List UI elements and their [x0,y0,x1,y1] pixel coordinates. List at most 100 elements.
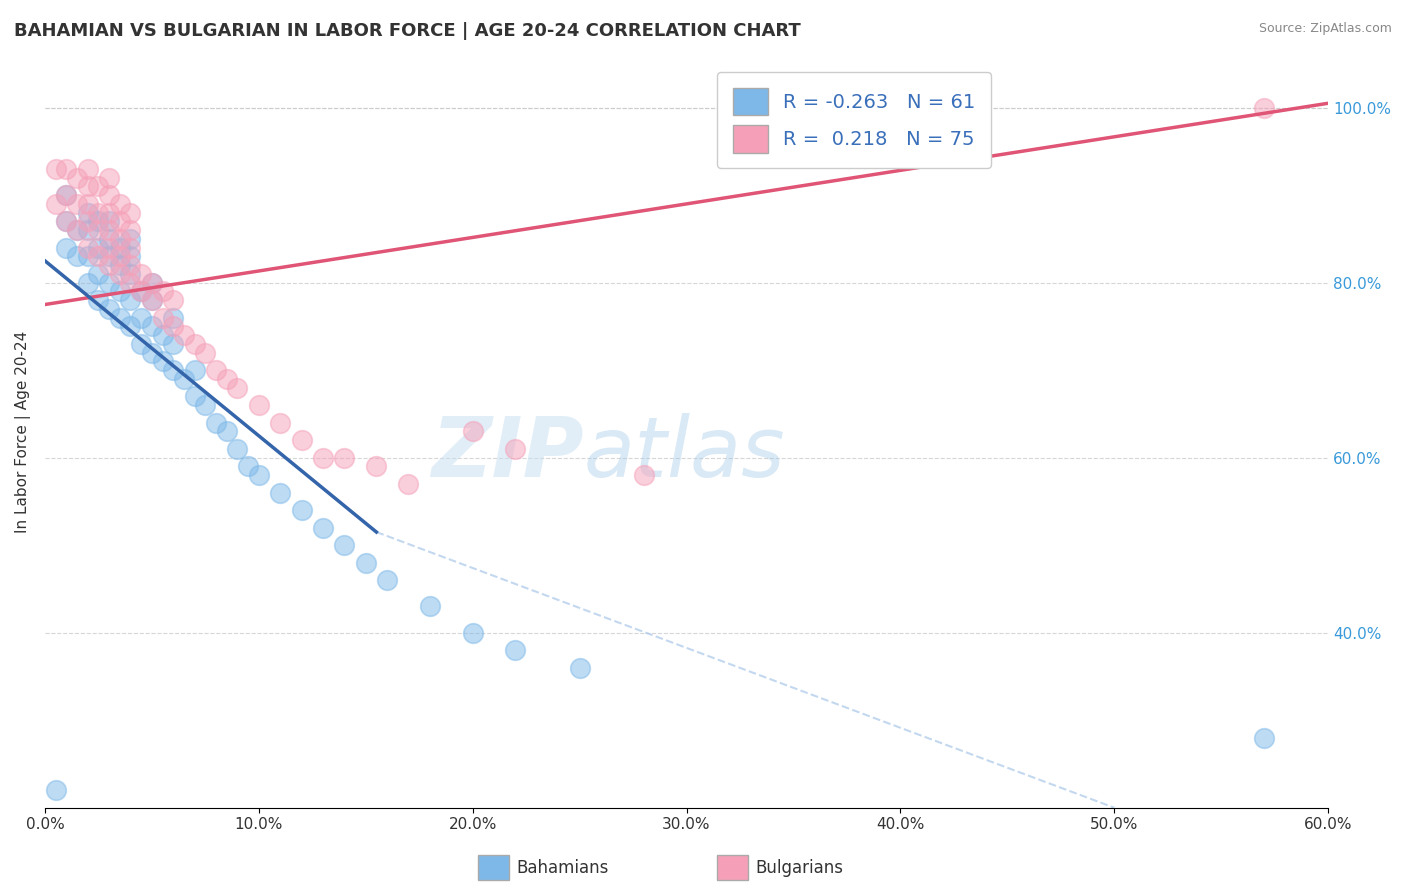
Point [205,416,228,430]
Point [98,241,121,255]
Point [312,521,335,535]
Point [173,328,195,343]
Point [129,285,152,299]
Point [87,241,110,255]
Point [98,170,121,185]
Point [76,161,98,176]
Point [162,337,184,351]
Point [226,381,249,395]
Point [108,267,131,281]
Point [98,276,121,290]
Point [162,293,184,307]
Point [120,232,142,246]
Point [1253,101,1275,115]
Text: Bulgarians: Bulgarians [755,859,844,877]
Point [129,310,152,325]
Point [152,310,174,325]
Point [108,214,131,228]
Point [290,503,312,517]
Point [461,425,484,439]
Point [76,241,98,255]
Point [247,398,270,412]
Point [1253,731,1275,745]
Point [129,285,152,299]
Point [141,319,163,334]
Point [66,249,89,263]
Point [120,249,142,263]
Point [76,214,98,228]
Point [45,161,67,176]
Point [87,214,110,228]
Point [141,345,163,359]
Point [98,223,121,237]
Point [236,459,259,474]
Point [152,354,174,368]
Point [45,783,67,797]
Point [461,625,484,640]
Point [87,179,110,194]
Y-axis label: In Labor Force | Age 20-24: In Labor Force | Age 20-24 [15,330,31,533]
Point [120,223,142,237]
Point [141,293,163,307]
Point [141,293,163,307]
Point [183,337,205,351]
Point [354,556,377,570]
Point [505,643,527,657]
Point [108,241,131,255]
Point [205,363,228,377]
Point [120,241,142,255]
Point [55,214,77,228]
Text: atlas: atlas [583,414,786,494]
Point [76,197,98,211]
Point [120,276,142,290]
Point [66,223,89,237]
Point [76,205,98,219]
Point [55,188,77,202]
Point [366,459,388,474]
Point [269,485,291,500]
Point [505,442,527,456]
Point [87,267,110,281]
Text: Source: ZipAtlas.com: Source: ZipAtlas.com [1258,22,1392,36]
Point [108,310,131,325]
Legend: R = -0.263   N = 61, R =  0.218   N = 75: R = -0.263 N = 61, R = 0.218 N = 75 [717,72,991,169]
Point [98,301,121,316]
Point [55,241,77,255]
Text: ZIP: ZIP [432,414,583,494]
Point [333,538,356,552]
Point [108,197,131,211]
Point [120,267,142,281]
Point [108,258,131,272]
Point [633,468,655,483]
Point [162,319,184,334]
Point [108,285,131,299]
Point [66,197,89,211]
Point [129,267,152,281]
Point [66,170,89,185]
Point [76,179,98,194]
Point [375,573,398,587]
Point [55,214,77,228]
Point [98,214,121,228]
Point [87,223,110,237]
Point [247,468,270,483]
Point [76,276,98,290]
Point [141,276,163,290]
Point [398,477,420,491]
Text: Bahamians: Bahamians [516,859,609,877]
Point [98,249,121,263]
Point [120,205,142,219]
Point [183,389,205,403]
Point [120,258,142,272]
Point [120,319,142,334]
Point [226,442,249,456]
Point [76,223,98,237]
Point [419,599,441,614]
Point [98,258,121,272]
Text: BAHAMIAN VS BULGARIAN IN LABOR FORCE | AGE 20-24 CORRELATION CHART: BAHAMIAN VS BULGARIAN IN LABOR FORCE | A… [14,22,801,40]
Point [87,249,110,263]
Point [183,363,205,377]
Point [162,363,184,377]
Point [215,425,238,439]
Point [152,285,174,299]
